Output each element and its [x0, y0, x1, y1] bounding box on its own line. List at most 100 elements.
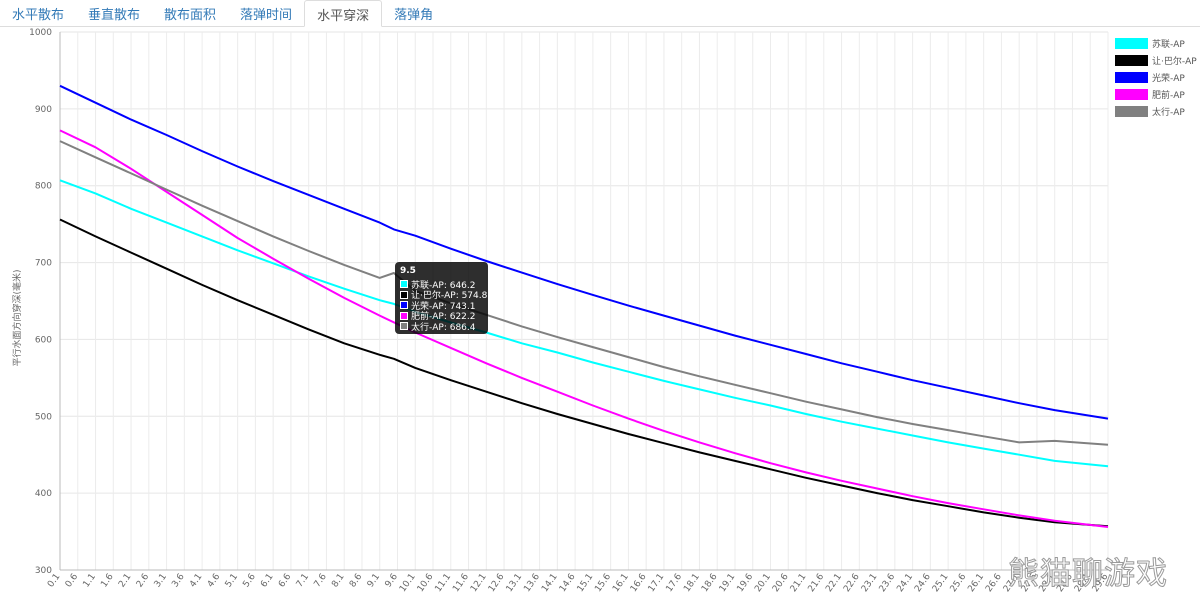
x-tick-label: 21.1: [789, 572, 809, 594]
series-line-4: [59, 140, 1109, 446]
x-tick-label: 9.6: [384, 572, 401, 590]
tab-vertical-dispersion[interactable]: 垂直散布: [88, 8, 141, 23]
x-tick-label: 10.6: [416, 572, 436, 594]
y-axis-label: 平行水面方向穿深(毫米): [11, 269, 23, 366]
y-tick-label: 400: [35, 489, 52, 499]
x-tick-label: 4.1: [188, 572, 204, 589]
legend-label[interactable]: 肥前-AP: [1152, 89, 1185, 101]
tooltip-row: 让·巴尔-AP: 574.8: [400, 290, 487, 301]
y-tick-label: 500: [35, 412, 52, 422]
legend[interactable]: 苏联-AP 让·巴尔-AP 光荣-AP 肥前-AP 太行-AP: [1115, 38, 1197, 118]
hover-tooltip: 9.5 苏联-AP: 646.2 让·巴尔-AP: 574.8 光荣-AP: 743…: [395, 262, 488, 334]
x-tick-label: 20.1: [753, 572, 773, 594]
tooltip-row-text: 苏联-AP: 646.2: [411, 280, 476, 291]
x-tick-label: 24.1: [895, 572, 915, 594]
tooltip-row-text: 太行-AP: 686.4: [411, 322, 476, 333]
y-tick-label: 800: [35, 182, 52, 192]
y-tick-label: 300: [35, 566, 52, 576]
x-tick-label: 15.1: [576, 572, 596, 594]
x-tick-label: 18.6: [700, 572, 720, 594]
tab-horizontal-dispersion[interactable]: 水平散布: [12, 8, 65, 23]
tooltip-row-text: 光荣-AP: 743.1: [411, 301, 476, 312]
x-tick-label: 9.1: [366, 572, 382, 589]
x-tick-label: 23.6: [878, 572, 898, 594]
x-tick-label: 7.6: [312, 572, 329, 590]
x-tick-label: 25.6: [949, 572, 969, 594]
y-tick-label: 1000: [29, 28, 52, 38]
series-line-0: [59, 179, 1109, 468]
tab-bar: 水平散布 垂直散布 散布面积 落弹时间 水平穿深 落弹角: [0, 0, 1200, 27]
tab-dispersion-area[interactable]: 散布面积: [164, 8, 217, 23]
x-tick-label: 3.6: [170, 572, 187, 590]
y-tick-label: 700: [35, 259, 52, 269]
x-tick-label: 11.1: [434, 572, 454, 594]
x-tick-label: 11.6: [451, 572, 471, 594]
x-tick-label: 26.1: [966, 572, 986, 594]
x-tick-label: 6.6: [277, 572, 294, 590]
tab-flight-time[interactable]: 落弹时间: [240, 8, 293, 23]
x-tick-label: 1.1: [82, 572, 98, 589]
tooltip-row: 光荣-AP: 743.1: [400, 300, 483, 312]
tooltip-swatch: [400, 322, 408, 331]
tooltip-swatch: [400, 290, 408, 299]
x-tick-label: 13.1: [505, 572, 525, 594]
legend-swatch[interactable]: [1115, 106, 1148, 117]
legend-label[interactable]: 苏联-AP: [1152, 38, 1185, 50]
x-tick-label: 22.1: [824, 572, 844, 594]
tooltip-title: 9.5: [400, 266, 416, 276]
x-tick-label: 17.1: [647, 572, 667, 594]
tab-impact-angle[interactable]: 落弹角: [394, 8, 434, 23]
x-tick-label: 14.6: [558, 572, 578, 594]
x-tick-label: 25.1: [931, 572, 951, 594]
series-line-2: [59, 84, 1109, 420]
tooltip-swatch: [400, 301, 408, 310]
series-line-1: [59, 218, 1109, 528]
tooltip-row: 太行-AP: 686.4: [400, 321, 483, 333]
x-tick-label: 16.1: [611, 572, 631, 594]
legend-swatch[interactable]: [1115, 72, 1148, 83]
x-tick-label: 12.1: [469, 572, 489, 594]
x-tick-label: 8.6: [348, 572, 365, 590]
x-tick-label: 19.1: [718, 572, 738, 594]
x-tick-label: 15.6: [593, 572, 613, 594]
x-tick-label: 17.6: [664, 572, 684, 594]
tooltip-row: 肥前-AP: 622.2: [400, 311, 483, 322]
x-tick-label: 13.6: [522, 572, 542, 594]
legend-label[interactable]: 让·巴尔-AP: [1152, 55, 1197, 67]
x-tick-label: 12.6: [487, 572, 507, 594]
y-tick-label: 900: [35, 105, 52, 115]
x-tick-label: 0.6: [64, 572, 81, 590]
x-tick-label: 14.1: [540, 572, 560, 594]
tooltip-rows: 苏联-AP: 646.2 让·巴尔-AP: 574.8 光荣-AP: 743.1 肥前…: [400, 279, 487, 333]
legend-label[interactable]: 太行-AP: [1152, 106, 1185, 118]
legend-swatch[interactable]: [1115, 38, 1148, 49]
x-tick-label: 22.6: [842, 572, 862, 594]
x-tick-label: 3.1: [153, 572, 169, 589]
series-lines: [59, 84, 1109, 528]
x-tick-label: 23.1: [860, 572, 880, 594]
x-tick-label: 19.6: [736, 572, 756, 594]
x-tick-label: 21.6: [807, 572, 827, 594]
tooltip-swatch: [400, 311, 408, 320]
x-tick-label: 2.1: [117, 572, 133, 589]
tooltip-row-text: 肥前-AP: 622.2: [411, 312, 476, 323]
x-tick-label: 20.6: [771, 572, 791, 594]
series-line-3: [59, 129, 1109, 528]
tooltip-row: 苏联-AP: 646.2: [400, 279, 483, 291]
x-tick-label: 8.1: [330, 572, 346, 589]
x-tick-label: 2.6: [135, 572, 152, 590]
watermark: 熊猫聊游戏: [1008, 556, 1168, 593]
tooltip-row-text: 让·巴尔-AP: 574.8: [411, 291, 488, 302]
x-tick-label: 26.6: [984, 572, 1004, 594]
grid: [59, 31, 1109, 571]
tab-horizontal-penetration[interactable]: 水平穿深: [304, 0, 383, 27]
x-tick-label: 1.6: [99, 572, 116, 590]
x-tick-label: 6.1: [259, 572, 275, 589]
tooltip-swatch: [400, 280, 408, 289]
legend-swatch[interactable]: [1115, 55, 1148, 66]
y-tick-label: 600: [35, 335, 52, 345]
legend-swatch[interactable]: [1115, 89, 1148, 100]
x-tick-label: 18.1: [682, 572, 702, 594]
legend-label[interactable]: 光荣-AP: [1152, 72, 1185, 84]
